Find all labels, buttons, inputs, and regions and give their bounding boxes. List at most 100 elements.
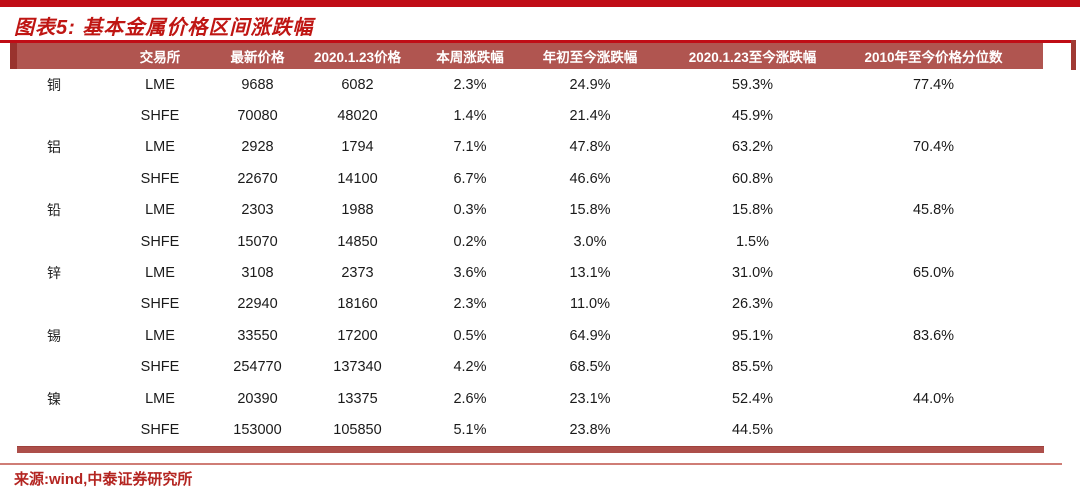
cell-metal: 镍 xyxy=(17,382,105,415)
cell-latest: 22670 xyxy=(215,163,300,195)
header-latest-price: 最新价格 xyxy=(215,43,300,69)
cell-percentile: 83.6% xyxy=(850,320,1043,352)
table-row: SHFE 15070 14850 0.2% 3.0% 1.5% xyxy=(17,225,1043,258)
cell-percentile xyxy=(850,351,1043,383)
cell-metal: 锌 xyxy=(17,257,105,289)
top-accent-bar xyxy=(0,0,1080,7)
cell-percentile xyxy=(850,100,1043,132)
cell-latest: 33550 xyxy=(215,320,300,352)
cell-latest: 15070 xyxy=(215,225,300,258)
cell-price-jan23: 48020 xyxy=(300,100,415,132)
cell-latest: 254770 xyxy=(215,351,300,383)
cell-ytd-chg: 24.9% xyxy=(525,69,655,101)
cell-metal xyxy=(17,288,105,321)
cell-ytd-chg: 23.8% xyxy=(525,414,655,446)
header-left-notch xyxy=(10,43,17,69)
cell-since-jan23-chg: 45.9% xyxy=(655,100,850,132)
cell-since-jan23-chg: 31.0% xyxy=(655,257,850,289)
cell-since-jan23-chg: 52.4% xyxy=(655,382,850,415)
cell-ytd-chg: 15.8% xyxy=(525,194,655,226)
cell-since-jan23-chg: 63.2% xyxy=(655,131,850,164)
cell-week-chg: 4.2% xyxy=(415,351,525,383)
header-percentile-since-2010: 2010年至今价格分位数 xyxy=(850,43,1043,69)
cell-since-jan23-chg: 15.8% xyxy=(655,194,850,226)
cell-price-jan23: 105850 xyxy=(300,414,415,446)
cell-exchange: SHFE xyxy=(105,351,215,383)
header-right-tick xyxy=(1071,40,1076,70)
cell-week-chg: 0.5% xyxy=(415,320,525,352)
table-row: 锡 LME 33550 17200 0.5% 64.9% 95.1% 83.6% xyxy=(17,320,1043,352)
cell-since-jan23-chg: 95.1% xyxy=(655,320,850,352)
cell-ytd-chg: 21.4% xyxy=(525,100,655,132)
table-row: SHFE 22940 18160 2.3% 11.0% 26.3% xyxy=(17,288,1043,321)
cell-ytd-chg: 23.1% xyxy=(525,382,655,415)
cell-week-chg: 2.6% xyxy=(415,382,525,415)
cell-percentile: 77.4% xyxy=(850,69,1043,101)
cell-metal: 铅 xyxy=(17,194,105,226)
cell-latest: 22940 xyxy=(215,288,300,321)
cell-percentile xyxy=(850,288,1043,321)
table-body: 铜 LME 9688 6082 2.3% 24.9% 59.3% 77.4% SHFE 70080… xyxy=(17,69,1043,446)
cell-latest: 9688 xyxy=(215,69,300,101)
cell-metal xyxy=(17,163,105,195)
cell-exchange: SHFE xyxy=(105,288,215,321)
header-price-jan23: 2020.1.23价格 xyxy=(300,43,415,69)
cell-percentile: 45.8% xyxy=(850,194,1043,226)
cell-percentile xyxy=(850,414,1043,446)
cell-latest: 3108 xyxy=(215,257,300,289)
cell-metal xyxy=(17,225,105,258)
cell-week-chg: 2.3% xyxy=(415,288,525,321)
table-row: 铜 LME 9688 6082 2.3% 24.9% 59.3% 77.4% xyxy=(17,69,1043,101)
cell-week-chg: 6.7% xyxy=(415,163,525,195)
cell-latest: 153000 xyxy=(215,414,300,446)
cell-percentile xyxy=(850,163,1043,195)
figure-title: 图表5: 基本金属价格区间涨跌幅 xyxy=(14,17,314,39)
cell-price-jan23: 1794 xyxy=(300,131,415,164)
cell-price-jan23: 14100 xyxy=(300,163,415,195)
cell-price-jan23: 1988 xyxy=(300,194,415,226)
cell-price-jan23: 13375 xyxy=(300,382,415,415)
cell-ytd-chg: 46.6% xyxy=(525,163,655,195)
cell-exchange: SHFE xyxy=(105,414,215,446)
cell-metal xyxy=(17,351,105,383)
cell-week-chg: 3.6% xyxy=(415,257,525,289)
cell-exchange: SHFE xyxy=(105,225,215,258)
cell-exchange: SHFE xyxy=(105,100,215,132)
cell-since-jan23-chg: 59.3% xyxy=(655,69,850,101)
cell-latest: 2303 xyxy=(215,194,300,226)
table-header: 交易所 最新价格 2020.1.23价格 本周涨跌幅 年初至今涨跌幅 2020.… xyxy=(17,43,1043,69)
table-row: 铅 LME 2303 1988 0.3% 15.8% 15.8% 45.8% xyxy=(17,194,1043,226)
table-row: SHFE 22670 14100 6.7% 46.6% 60.8% xyxy=(17,163,1043,195)
cell-since-jan23-chg: 85.5% xyxy=(655,351,850,383)
table-header-row: 交易所 最新价格 2020.1.23价格 本周涨跌幅 年初至今涨跌幅 2020.… xyxy=(17,43,1043,69)
cell-ytd-chg: 3.0% xyxy=(525,225,655,258)
cell-ytd-chg: 13.1% xyxy=(525,257,655,289)
cell-exchange: LME xyxy=(105,194,215,226)
cell-ytd-chg: 47.8% xyxy=(525,131,655,164)
cell-since-jan23-chg: 60.8% xyxy=(655,163,850,195)
cell-exchange: LME xyxy=(105,382,215,415)
cell-percentile: 65.0% xyxy=(850,257,1043,289)
cell-week-chg: 7.1% xyxy=(415,131,525,164)
header-since-jan23-change: 2020.1.23至今涨跌幅 xyxy=(655,43,850,69)
cell-week-chg: 1.4% xyxy=(415,100,525,132)
table-row: SHFE 70080 48020 1.4% 21.4% 45.9% xyxy=(17,100,1043,132)
source-note: 来源:wind,中泰证券研究所 xyxy=(14,471,193,488)
metals-price-table: 交易所 最新价格 2020.1.23价格 本周涨跌幅 年初至今涨跌幅 2020.… xyxy=(17,43,1043,446)
cell-exchange: LME xyxy=(105,257,215,289)
cell-percentile: 44.0% xyxy=(850,382,1043,415)
cell-price-jan23: 14850 xyxy=(300,225,415,258)
cell-price-jan23: 137340 xyxy=(300,351,415,383)
cell-percentile: 70.4% xyxy=(850,131,1043,164)
cell-metal: 铝 xyxy=(17,131,105,164)
cell-since-jan23-chg: 1.5% xyxy=(655,225,850,258)
cell-ytd-chg: 64.9% xyxy=(525,320,655,352)
header-ytd-change: 年初至今涨跌幅 xyxy=(525,43,655,69)
header-metal xyxy=(17,43,105,69)
cell-exchange: LME xyxy=(105,131,215,164)
cell-week-chg: 5.1% xyxy=(415,414,525,446)
cell-latest: 70080 xyxy=(215,100,300,132)
cell-percentile xyxy=(850,225,1043,258)
cell-ytd-chg: 68.5% xyxy=(525,351,655,383)
table-row: SHFE 254770 137340 4.2% 68.5% 85.5% xyxy=(17,351,1043,383)
